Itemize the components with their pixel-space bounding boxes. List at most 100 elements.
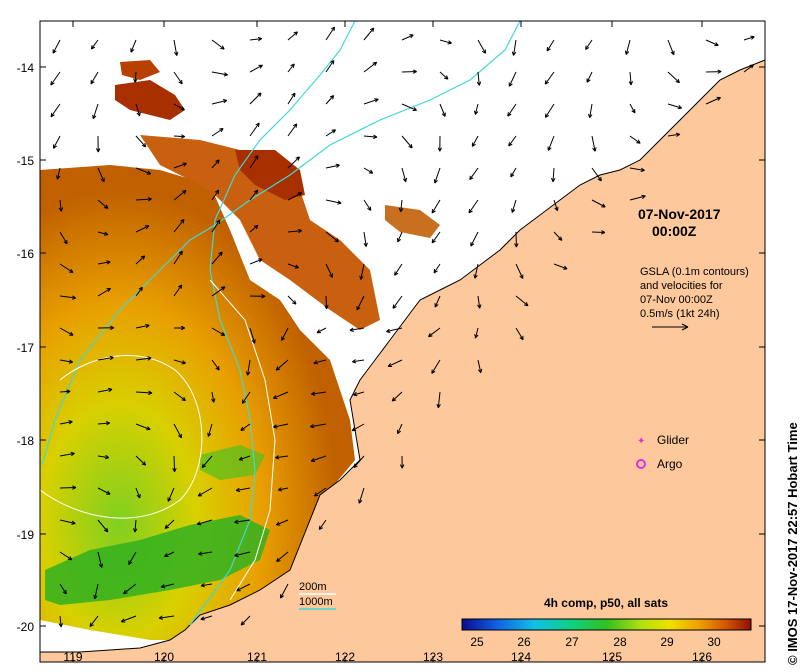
velocity-arrow — [392, 295, 403, 309]
velocity-arrow — [211, 189, 220, 201]
velocity-arrow — [508, 135, 517, 147]
velocity-arrow — [135, 423, 151, 431]
velocity-arrow — [507, 103, 517, 117]
velocity-arrow — [196, 519, 213, 526]
sst-cool-patch — [200, 445, 265, 480]
velocity-arrow — [397, 231, 403, 243]
velocity-arrow — [316, 327, 327, 334]
scale-arrow — [652, 323, 689, 331]
velocity-arrow — [277, 487, 289, 492]
velocity-arrow — [97, 551, 104, 568]
velocity-arrow — [325, 59, 335, 73]
glider-icon: ✦ — [637, 436, 645, 447]
velocity-arrow — [173, 134, 186, 139]
velocity-arrow — [349, 327, 365, 332]
colorbar-title: 4h comp, p50, all sats — [544, 596, 668, 610]
velocity-arrow — [58, 615, 63, 628]
velocity-arrow — [629, 194, 646, 201]
y-tick-20: -20 — [17, 620, 35, 634]
velocity-arrow — [325, 129, 337, 137]
velocity-arrow — [313, 487, 327, 497]
velocity-arrow — [59, 389, 71, 394]
velocity-arrow — [173, 359, 186, 365]
isobath-200m-ring — [39, 355, 203, 519]
velocity-arrow — [95, 135, 101, 153]
velocity-arrow — [249, 294, 266, 299]
x-tick-119: 119 — [63, 650, 82, 664]
velocity-arrow — [629, 135, 641, 144]
velocity-arrow — [59, 451, 75, 457]
velocity-arrow — [356, 295, 365, 311]
velocity-arrow — [130, 39, 137, 53]
x-tick-125: 125 — [602, 650, 622, 664]
velocity-arrow — [173, 250, 183, 265]
velocity-arrow — [167, 487, 175, 502]
velocity-arrow — [249, 258, 263, 265]
velocity-arrow — [310, 455, 327, 462]
velocity-arrow — [386, 327, 403, 333]
x-tick-marks — [72, 21, 703, 662]
velocity-arrow — [471, 135, 479, 147]
velocity-arrow — [515, 263, 524, 279]
colorbar-tick-25: 25 — [470, 635, 484, 649]
velocity-arrow — [200, 615, 213, 621]
velocity-arrow — [173, 71, 183, 85]
velocity-arrow — [173, 219, 185, 233]
velocity-arrow — [353, 391, 365, 397]
velocity-arrow — [363, 27, 375, 41]
velocity-arrow — [287, 156, 300, 169]
velocity-arrow — [50, 103, 61, 118]
velocity-arrow — [135, 390, 153, 395]
velocity-arrow — [705, 69, 722, 74]
date-label: 07-Nov-2017 — [638, 206, 721, 222]
velocity-arrow — [515, 295, 529, 307]
velocity-arrow — [287, 92, 296, 105]
velocity-arrow — [431, 359, 441, 374]
velocity-arrow — [363, 231, 368, 247]
velocity-arrow — [624, 39, 631, 55]
velocity-arrow — [211, 286, 226, 297]
velocity-arrow — [629, 103, 636, 114]
velocity-arrow — [363, 61, 378, 73]
velocity-arrow — [358, 487, 365, 504]
velocity-arrow — [544, 103, 555, 118]
velocity-arrow — [211, 219, 221, 233]
velocity-arrow — [399, 455, 405, 469]
x-tick-120: 120 — [154, 650, 174, 664]
velocity-arrow — [275, 519, 289, 526]
velocity-arrow — [135, 255, 146, 265]
x-tick-124: 124 — [511, 650, 531, 664]
velocity-arrow — [508, 71, 517, 87]
y-tick-marks — [40, 66, 765, 627]
velocity-arrow — [173, 162, 187, 169]
velocity-arrow — [97, 519, 109, 533]
velocity-arrow — [433, 167, 441, 184]
velocity-arrow — [97, 260, 111, 265]
velocity-arrow — [158, 615, 175, 620]
velocity-arrow — [401, 69, 417, 74]
velocity-arrow — [325, 199, 342, 205]
colorbar-tick-30: 30 — [707, 635, 721, 649]
velocity-arrow — [705, 96, 721, 105]
velocity-arrow — [240, 423, 251, 431]
y-tick-15: -15 — [17, 154, 35, 168]
velocity-arrow — [123, 583, 137, 595]
velocity-arrow — [287, 295, 297, 305]
velocity-arrow — [477, 359, 483, 374]
x-tick-123: 123 — [423, 650, 443, 664]
velocity-arrow — [276, 551, 289, 562]
velocity-arrow — [249, 64, 263, 73]
x-tick-122: 122 — [335, 650, 355, 664]
velocity-arrow — [474, 103, 479, 115]
argo-icon — [636, 459, 646, 469]
velocity-arrow — [325, 163, 340, 169]
velocity-arrow — [92, 103, 99, 120]
velocity-arrow — [211, 251, 223, 265]
velocity-arrow — [363, 199, 372, 211]
velocity-arrow — [164, 551, 175, 557]
velocity-arrow — [433, 263, 441, 274]
velocity-arrow — [667, 71, 680, 84]
sst-field-north — [140, 135, 380, 330]
velocity-arrow — [351, 423, 365, 432]
